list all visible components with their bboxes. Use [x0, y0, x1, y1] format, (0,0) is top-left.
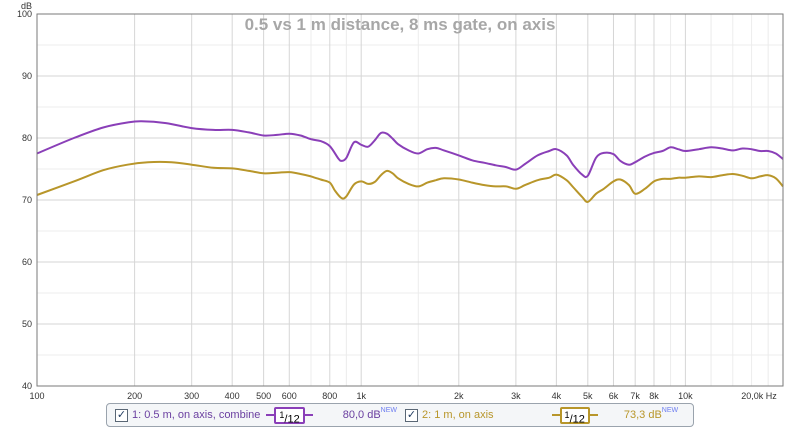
- chart-title: 0.5 vs 1 m distance, 8 ms gate, on axis: [245, 15, 556, 34]
- axis-ticks: 40 50 60 70 80 90 100 100 200 300 400 500 600 800 1k 2k…: [17, 9, 777, 400]
- y-tick-label: 100: [17, 9, 32, 19]
- series-1-smoothing-button[interactable]: 1/12: [266, 406, 313, 425]
- series-2-smoothing-button[interactable]: 1/12: [551, 406, 598, 425]
- x-tick-label: 3k: [511, 391, 521, 400]
- series-lines: [36, 120, 784, 203]
- y-tick-label: 40: [22, 381, 32, 391]
- y-tick-label: 50: [22, 319, 32, 329]
- legend: ✓ 1: 0.5 m, on axis, combine 1/12 80,0 d…: [106, 403, 694, 427]
- series-1-level: 80,0 dBNEW: [342, 407, 397, 421]
- x-tick-label: 300: [184, 391, 199, 400]
- x-tick-label: 4k: [552, 391, 562, 400]
- legend-entry-2: ✓ 2: 1 m, on axis 1/12 73,3 dBNEW: [405, 404, 678, 426]
- y-tick-label: 60: [22, 257, 32, 267]
- x-tick-label: 7k: [630, 391, 640, 400]
- legend-entry-1: ✓ 1: 0.5 m, on axis, combine 1/12 80,0 d…: [115, 404, 397, 426]
- frequency-response-chart: 40 50 60 70 80 90 100 100 200 300 400 500 600 800 1k 2k…: [17, 1, 784, 400]
- x-tick-label: 400: [225, 391, 240, 400]
- x-tick-label: 1k: [356, 391, 366, 400]
- x-tick-label: 5k: [583, 391, 593, 400]
- series-1-line: [36, 120, 784, 179]
- y-tick-label: 90: [22, 71, 32, 81]
- x-tick-label: 500: [256, 391, 271, 400]
- new-badge: NEW: [661, 407, 679, 414]
- plot-frame: [36, 13, 784, 387]
- x-tick-label: 100: [29, 391, 44, 400]
- y-tick-label: 70: [22, 195, 32, 205]
- x-tick-label: 2k: [454, 391, 464, 400]
- series-2-label: 2: 1 m, on axis: [422, 409, 494, 421]
- series-1-checkbox[interactable]: ✓: [115, 408, 128, 422]
- x-tick-label: 600: [282, 391, 297, 400]
- y-axis-label: dB: [21, 1, 32, 11]
- series-2-checkbox[interactable]: ✓: [405, 408, 418, 422]
- series-2-line: [36, 160, 784, 203]
- series-2-level: 73,3 dBNEW: [623, 407, 679, 421]
- series-1-label: 1: 0.5 m, on axis, combine: [132, 409, 261, 421]
- x-tick-label: 10k: [678, 391, 693, 400]
- new-badge: NEW: [380, 407, 397, 414]
- x-tick-label: 6k: [609, 391, 619, 400]
- y-tick-label: 80: [22, 133, 32, 143]
- grid: [36, 13, 784, 387]
- x-tick-label: 200: [127, 391, 142, 400]
- x-tick-label: 20,0k Hz: [741, 391, 777, 400]
- x-tick-label: 8k: [649, 391, 659, 400]
- x-tick-label: 800: [322, 391, 337, 400]
